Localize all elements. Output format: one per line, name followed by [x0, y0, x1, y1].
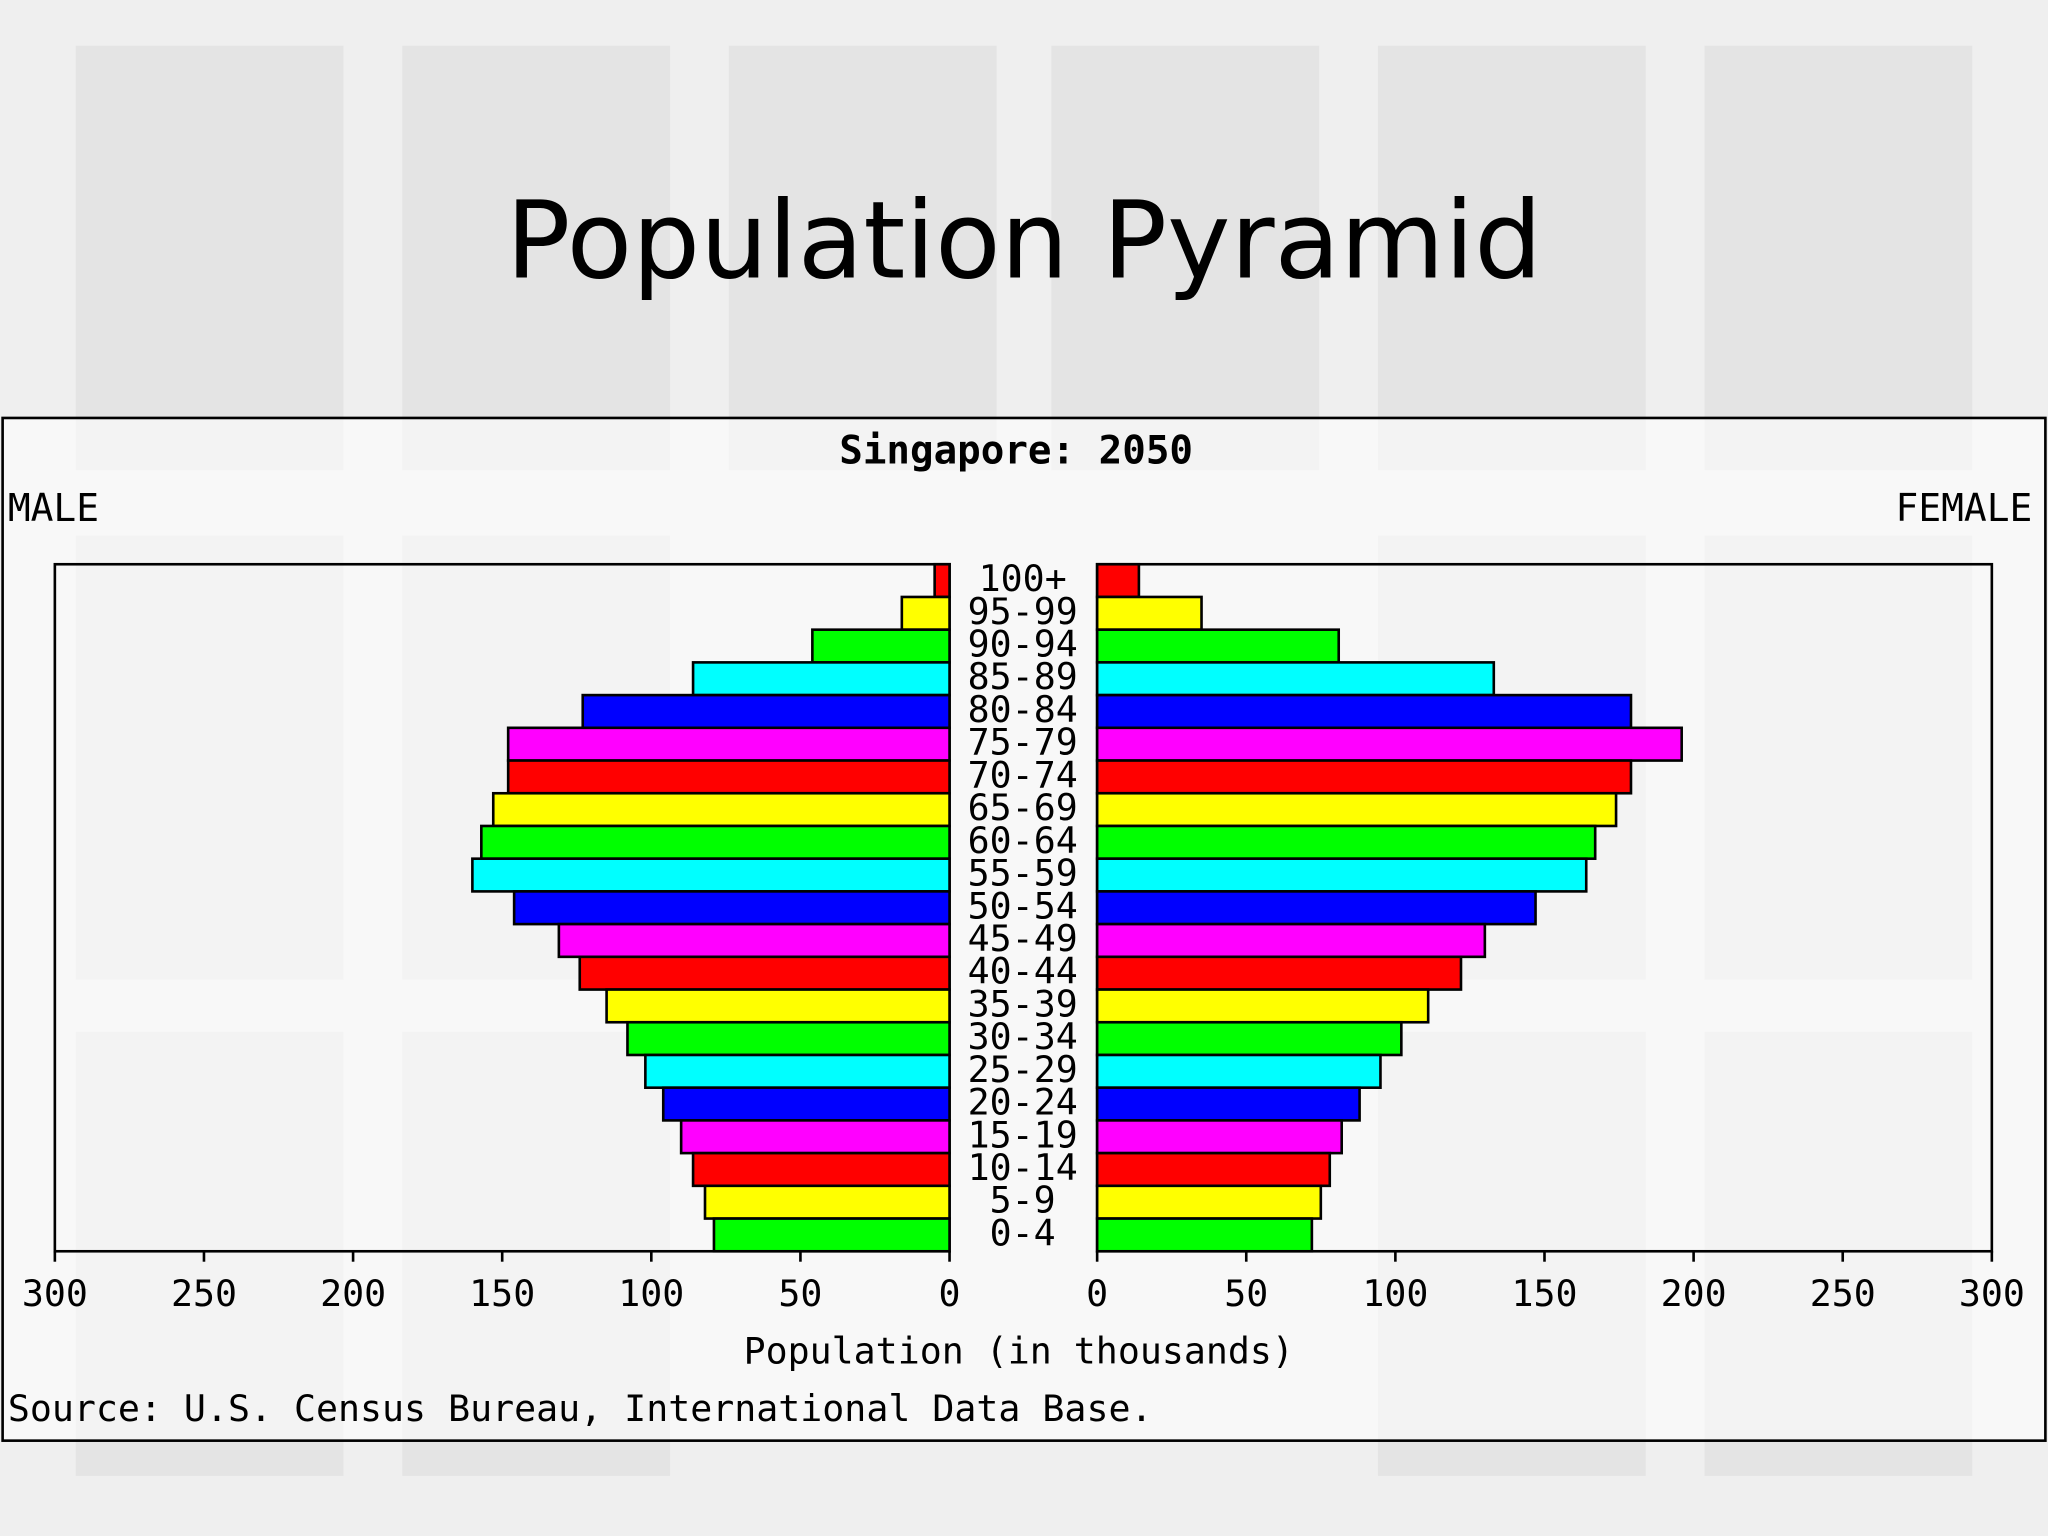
category-label: 25-29: [968, 1048, 1078, 1091]
bar: [933, 562, 951, 599]
bar: [471, 857, 951, 893]
bar: [900, 595, 951, 631]
x-tick-label: 100: [1362, 1272, 1428, 1315]
x-tick-label: 200: [1661, 1272, 1727, 1315]
bar: [557, 922, 951, 959]
bar: [1095, 628, 1341, 664]
bar: [703, 1184, 951, 1220]
x-tick-label: 300: [1959, 1272, 2025, 1315]
source-note: Source: U.S. Census Bureau, Internationa…: [8, 1387, 1153, 1430]
chart-frame: [1, 416, 2047, 1442]
bar: [1095, 1086, 1361, 1122]
legend-label: MALE: [8, 486, 99, 530]
bar: [1095, 791, 1618, 828]
category-label: 60-64: [968, 819, 1078, 862]
category-label: 100+: [979, 557, 1067, 600]
chart-title: Singapore: 2050: [839, 429, 1193, 474]
category-label: 80-84: [968, 688, 1078, 731]
bar: [1095, 595, 1203, 631]
bar: [811, 628, 951, 664]
category-label: 20-24: [968, 1081, 1078, 1124]
bar: [712, 1217, 951, 1253]
bar: [1095, 988, 1430, 1024]
x-tick-label: 0: [1086, 1272, 1108, 1315]
x-axis-label: Population (in thousands): [744, 1330, 1294, 1373]
category-label: 10-14: [968, 1146, 1078, 1189]
x-tick-label: 50: [1224, 1272, 1268, 1315]
bar: [578, 955, 951, 991]
category-label: 50-54: [968, 884, 1078, 927]
x-tick-label: 250: [171, 1272, 237, 1315]
bar: [691, 661, 951, 697]
bar: [1095, 857, 1588, 893]
x-tick-label: 100: [618, 1272, 684, 1315]
bar: [512, 890, 951, 926]
category-label: 75-79: [968, 721, 1078, 764]
bar: [1095, 693, 1633, 730]
category-label: 35-39: [968, 982, 1078, 1025]
category-label: 95-99: [968, 590, 1078, 633]
x-tick-label: 150: [469, 1272, 535, 1315]
x-tick-label: 200: [320, 1272, 386, 1315]
x-tick-label: 300: [22, 1272, 88, 1315]
bar: [1095, 1119, 1343, 1155]
category-label: 40-44: [968, 950, 1078, 993]
bar: [679, 1119, 951, 1155]
bar: [1095, 759, 1633, 795]
bar: [644, 1053, 951, 1089]
bar: [506, 726, 951, 762]
x-tick-label: 250: [1810, 1272, 1876, 1315]
bar: [1095, 955, 1463, 991]
category-label: 0-4: [990, 1211, 1056, 1254]
category-label: 90-94: [968, 623, 1078, 666]
bar: [626, 1020, 951, 1057]
bar: [1095, 661, 1496, 697]
bar: [1095, 562, 1141, 599]
bar: [691, 1151, 951, 1188]
bar: [1095, 1217, 1314, 1253]
bar: [1095, 1020, 1403, 1057]
x-tick-label: 50: [778, 1272, 822, 1315]
bar: [1095, 1151, 1332, 1188]
bar: [661, 1086, 951, 1122]
bar: [1095, 824, 1597, 860]
bar: [581, 693, 951, 730]
bar: [1095, 1053, 1382, 1089]
bar: [480, 824, 951, 860]
category-label: 30-34: [968, 1015, 1078, 1058]
category-label: 45-49: [968, 917, 1078, 960]
category-label: 70-74: [968, 753, 1078, 796]
bar: [1095, 726, 1683, 762]
x-tick-label: 150: [1511, 1272, 1577, 1315]
bar: [491, 791, 951, 828]
category-label: 85-89: [968, 655, 1078, 698]
bar: [506, 759, 951, 795]
bar: [1095, 890, 1537, 926]
category-label: 5-9: [990, 1179, 1056, 1222]
x-tick-label: 0: [939, 1272, 961, 1315]
slide-title: Population Pyramid: [506, 179, 1542, 303]
category-label: 55-59: [968, 852, 1078, 895]
bar: [1095, 922, 1487, 959]
bar: [605, 988, 951, 1024]
legend-label: FEMALE: [1896, 486, 2033, 530]
category-label: 15-19: [968, 1113, 1078, 1156]
category-label: 65-69: [968, 786, 1078, 829]
bar: [1095, 1184, 1323, 1220]
